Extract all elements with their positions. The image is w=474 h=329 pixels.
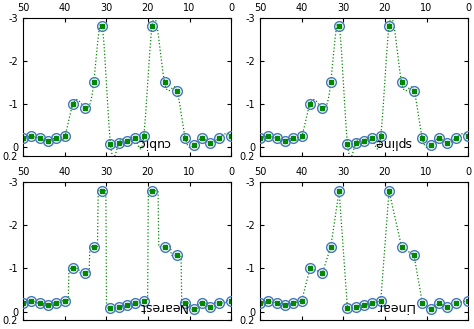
Text: Linear: Linear — [374, 300, 413, 313]
Text: spline: spline — [374, 136, 411, 149]
Text: cubic: cubic — [137, 136, 171, 149]
Text: Nearest: Nearest — [137, 300, 186, 313]
